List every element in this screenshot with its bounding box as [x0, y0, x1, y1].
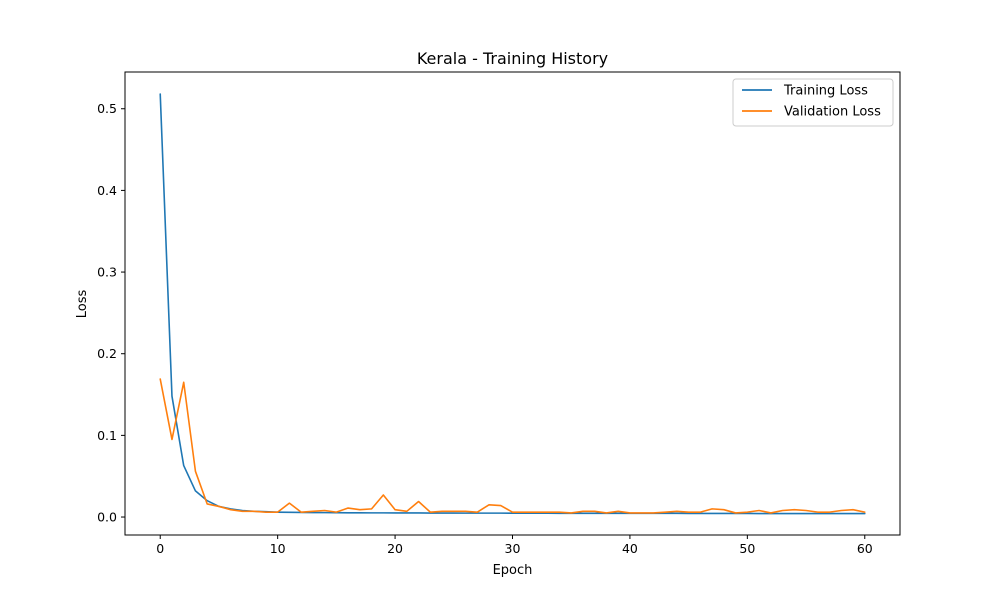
legend-box [732, 78, 894, 127]
y-tick-label: 0.3 [97, 265, 117, 280]
y-tick-label: 0.1 [97, 428, 117, 443]
y-axis-label: Loss [75, 290, 90, 319]
x-tick-label: 40 [622, 541, 638, 556]
x-tick-label: 10 [270, 541, 286, 556]
series-line-training-loss [159, 93, 866, 515]
x-tick-label: 60 [857, 541, 873, 556]
x-axis-label: Epoch [493, 563, 533, 578]
plot-frame [124, 71, 901, 536]
x-tick-label: 50 [739, 541, 755, 556]
x-tick-label: 20 [387, 541, 403, 556]
chart-title: Kerala - Training History [417, 49, 608, 68]
y-tick-label: 0.4 [97, 183, 117, 198]
x-tick-label: 0 [156, 541, 164, 556]
y-tick-label: 0.5 [97, 101, 117, 116]
y-tick-label: 0.2 [97, 346, 117, 361]
x-tick-label: 30 [505, 541, 521, 556]
plot-area [159, 93, 866, 515]
series-line-validation-loss [159, 378, 866, 514]
legend-label: Validation Loss [784, 105, 881, 120]
y-tick-label: 0.0 [97, 510, 117, 525]
axis-ticks: 0 10 20 30 40 50 60 0.0 0.1 0.2 0.3 0.4 0.5 [97, 101, 873, 556]
legend-label: Training Loss [783, 84, 868, 99]
legend: Training Loss Validation Loss [732, 78, 894, 127]
